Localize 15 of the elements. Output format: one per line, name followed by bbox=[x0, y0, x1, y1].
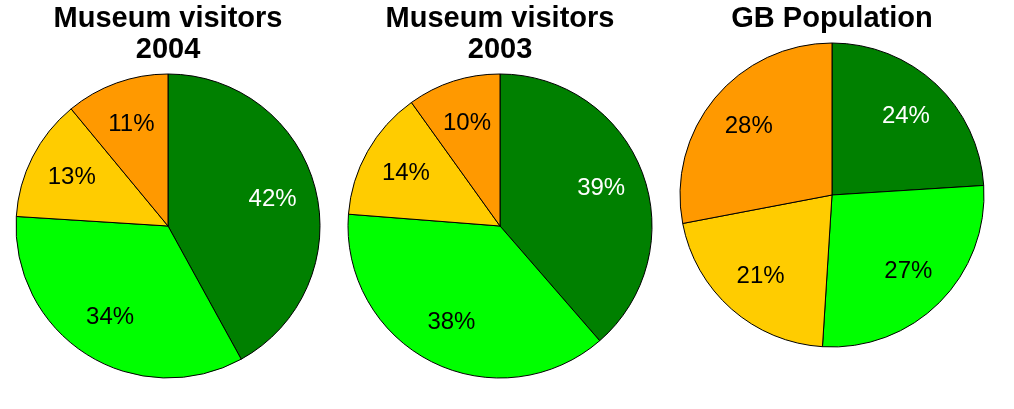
data-label: 34% bbox=[86, 302, 135, 330]
chart-title: Museum visitors 2004 bbox=[53, 1, 283, 64]
data-label: 14% bbox=[381, 157, 430, 185]
data-label: 27% bbox=[884, 256, 933, 284]
data-label: 21% bbox=[736, 261, 785, 289]
chart-title: Museum visitors 2003 bbox=[385, 1, 615, 64]
data-label: 13% bbox=[47, 161, 96, 189]
data-label: 10% bbox=[442, 108, 491, 136]
chart-title: GB Population bbox=[731, 1, 933, 33]
data-label: 11% bbox=[108, 109, 155, 137]
data-label: 28% bbox=[724, 111, 773, 139]
data-label: 39% bbox=[577, 173, 626, 201]
data-label: 38% bbox=[427, 307, 476, 335]
data-label: 24% bbox=[881, 101, 930, 129]
data-label: 42% bbox=[248, 184, 297, 212]
